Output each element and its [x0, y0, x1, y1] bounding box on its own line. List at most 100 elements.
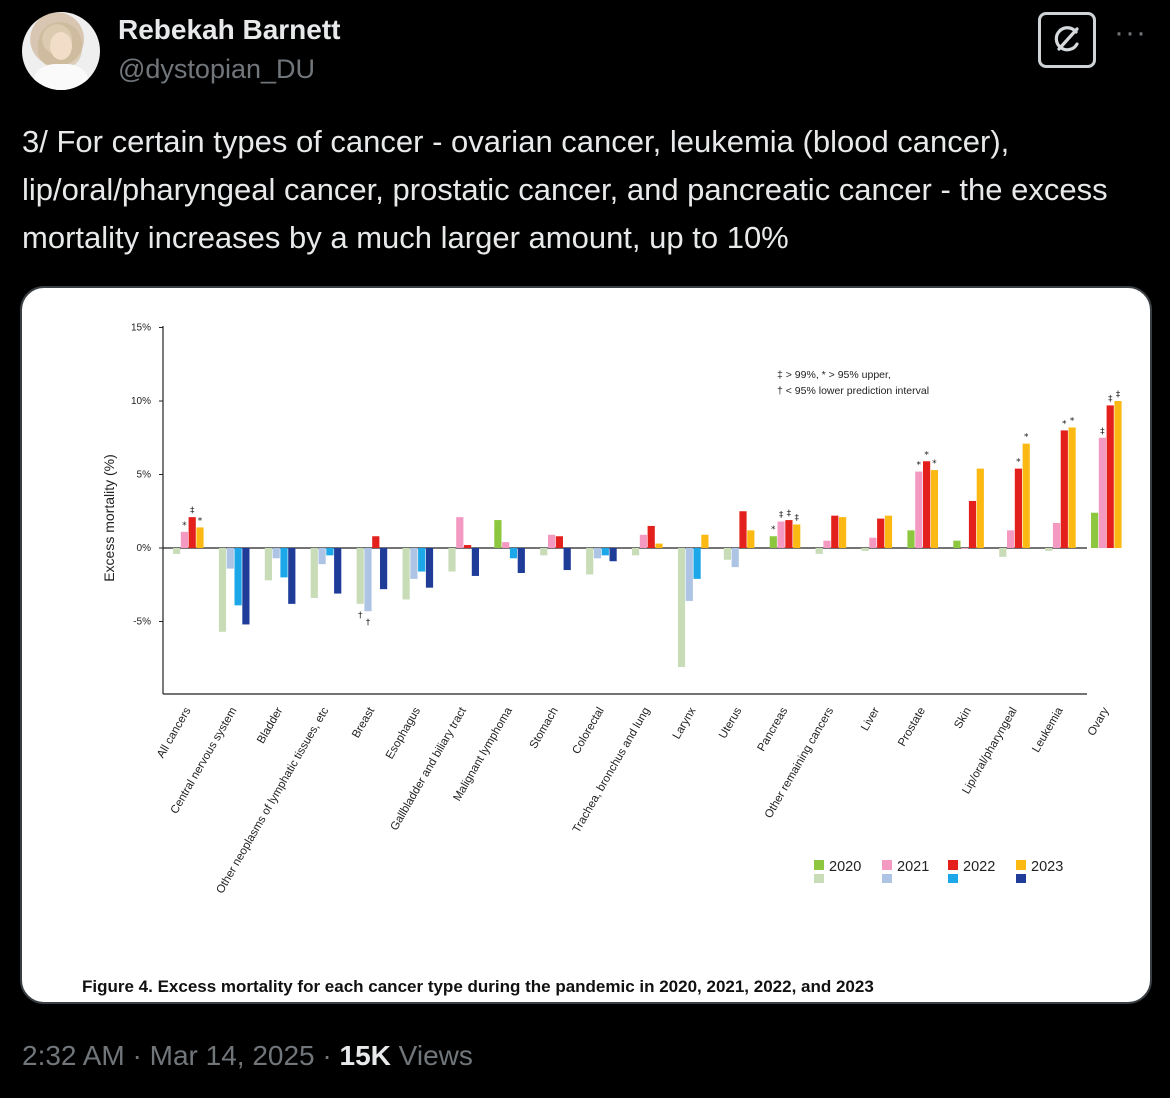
bar-2023 — [609, 548, 617, 562]
significance-marker: ‡ — [779, 511, 784, 521]
x-tick-label: Esophagus — [384, 705, 423, 761]
bar-2021 — [593, 548, 602, 559]
bar-2021 — [961, 548, 969, 549]
legend-swatch — [814, 860, 824, 870]
significance-marker: * — [1016, 458, 1021, 468]
bar-2023 — [747, 530, 755, 548]
bar-2020 — [861, 548, 869, 551]
x-tick-label: Ovary — [1086, 705, 1112, 738]
significance-marker: * — [1070, 416, 1075, 426]
tweet-footer: 2:32 AM · Mar 14, 2025 · 15K Views — [22, 1040, 473, 1072]
bar-2023 — [517, 548, 525, 573]
bar-2020 — [999, 548, 1007, 557]
x-tick-label: Stomach — [528, 706, 561, 751]
author-name[interactable]: Rebekah Barnett — [118, 14, 341, 45]
y-tick-label: 5% — [137, 470, 152, 481]
bar-2023 — [334, 548, 342, 594]
bar-2021 — [1052, 523, 1061, 548]
x-tick-label: Skin — [952, 706, 974, 731]
bar-2021 — [410, 548, 418, 579]
y-tick-label: 0% — [137, 543, 152, 554]
bar-2020 — [264, 548, 272, 581]
bar-2021 — [364, 548, 372, 612]
significance-marker: ‡ — [1108, 394, 1113, 404]
x-tick-label: Larynx — [671, 705, 699, 741]
tweet-time[interactable]: 2:32 AM — [22, 1040, 125, 1071]
bar-2021 — [915, 471, 923, 548]
significance-marker: * — [1062, 419, 1067, 429]
legend-label: 2021 — [897, 859, 929, 875]
bar-2023 — [930, 470, 938, 548]
bar-2022 — [647, 525, 655, 548]
bar-2020 — [953, 540, 961, 548]
significance-marker: ‡ — [787, 509, 792, 519]
bar-2023 — [196, 527, 204, 548]
dot-separator: · — [132, 1040, 142, 1071]
annotation-line: ‡ > 99%, * > 95% upper, — [777, 369, 891, 381]
bar-2022 — [923, 461, 931, 548]
bar-2023 — [563, 548, 571, 571]
x-tick-label: Breast — [350, 705, 377, 740]
avatar[interactable] — [22, 12, 100, 90]
bar-2020 — [356, 548, 364, 604]
significance-marker: † — [366, 618, 371, 628]
x-tick-label: Gallbladder and biliary tract — [389, 705, 470, 833]
annotation-line: † < 95% lower prediction interval — [777, 385, 929, 397]
y-tick-label: 15% — [131, 323, 151, 334]
bar-2023 — [242, 548, 250, 625]
significance-marker: ‡ — [1116, 390, 1121, 400]
bar-2022 — [601, 548, 609, 556]
bar-2020 — [632, 548, 640, 556]
bar-2021 — [226, 548, 234, 569]
legend-swatch-light — [882, 874, 892, 883]
bar-2022 — [372, 536, 380, 548]
views-label: Views — [398, 1040, 473, 1071]
bar-2020 — [1091, 512, 1099, 548]
bar-2023 — [884, 515, 893, 548]
legend-label: 2023 — [1031, 859, 1063, 875]
avatar-face — [50, 32, 72, 60]
chart-image-card[interactable]: 15% 10% 5% 0% -5% Excess mortality (%) All can… — [20, 286, 1152, 1004]
grok-icon — [1054, 26, 1079, 52]
bar-2022 — [234, 548, 242, 606]
bar-2022 — [509, 548, 518, 559]
significance-marker: * — [1024, 433, 1029, 443]
bar-2022 — [1014, 468, 1022, 548]
legend-swatch — [882, 860, 892, 870]
bar-2023 — [1068, 427, 1076, 548]
legend-swatch-light — [814, 874, 824, 883]
bar-2021 — [180, 531, 188, 548]
more-icon[interactable]: ··· — [1114, 16, 1147, 49]
bar-2022 — [1060, 430, 1068, 548]
grok-button[interactable] — [1038, 12, 1096, 68]
y-tick-label: 10% — [131, 396, 151, 407]
bar-2020 — [907, 530, 915, 548]
bar-2020 — [723, 548, 731, 560]
bar-2021 — [823, 540, 831, 548]
x-tick-label: Prostate — [896, 706, 928, 749]
bar-2023 — [701, 534, 709, 548]
bar-2023 — [976, 468, 984, 548]
x-tick-label: Liver — [859, 705, 882, 733]
x-tick-label: Other neoplasms of lymphatic tissues, et… — [214, 705, 331, 896]
bar-2020 — [173, 548, 181, 554]
avatar-body — [34, 64, 88, 90]
bar-2023 — [288, 548, 296, 604]
tweet-date[interactable]: Mar 14, 2025 — [149, 1040, 315, 1071]
bar-2022 — [739, 511, 747, 548]
significance-marker: * — [917, 461, 922, 471]
bar-2020 — [586, 548, 594, 575]
bar-2020 — [402, 548, 410, 600]
author-handle[interactable]: @dystopian_DU — [118, 54, 316, 84]
bar-2021 — [1007, 530, 1015, 548]
significance-marker: * — [932, 459, 937, 469]
significance-marker: * — [924, 450, 929, 460]
bar-2021 — [502, 542, 510, 548]
views-count: 15K — [339, 1040, 391, 1071]
dot-separator: · — [322, 1040, 332, 1071]
tweet-text: 3/ For certain types of cancer - ovarian… — [22, 124, 1108, 255]
significance-marker: ‡ — [190, 506, 195, 516]
bar-2022 — [464, 545, 472, 548]
bar-2021 — [548, 534, 556, 548]
significance-marker: † — [358, 611, 363, 621]
